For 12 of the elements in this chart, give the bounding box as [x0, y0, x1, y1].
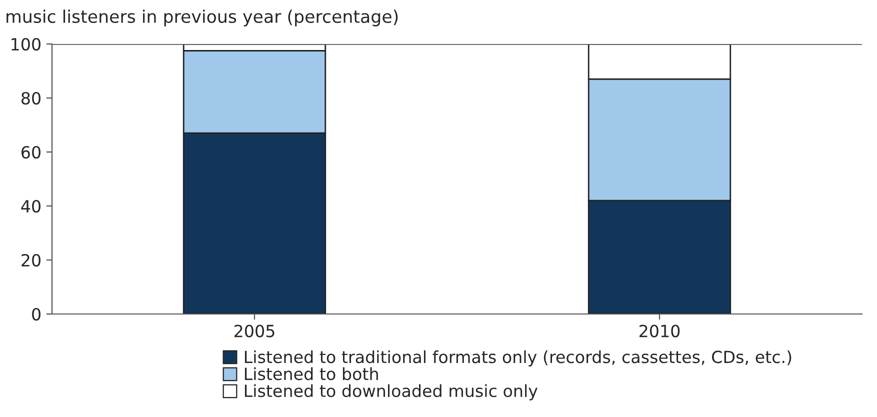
x-tick-label: 2010	[640, 324, 680, 338]
y-tick-label: 20	[22, 254, 40, 267]
legend-label: Listened to both	[244, 367, 378, 380]
y-tick-label: 60	[22, 146, 40, 159]
x-tick-label: 2005	[234, 324, 274, 338]
y-tick-label: 0	[32, 308, 40, 321]
legend-label: Listened to traditional formats only (records, cassettes, CDs, etc.)	[244, 350, 792, 366]
legend-label: Listened to downloaded music only	[244, 384, 538, 400]
y-tick-label: 100	[12, 38, 40, 51]
y-tick-label: 40	[21, 200, 40, 213]
chart-title: music listeners in previous year (percentage)	[6, 10, 398, 26]
y-tick-label: 80	[22, 92, 40, 105]
